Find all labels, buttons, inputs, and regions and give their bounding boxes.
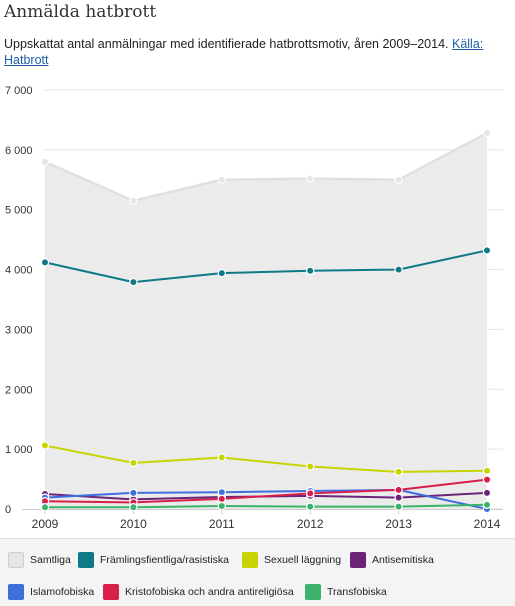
legend-item[interactable]: Främlingsfientliga/rasistiska bbox=[78, 551, 229, 569]
source-link[interactable]: Källa: Hatbrott bbox=[4, 37, 484, 67]
data-point-kristofobiska-och-andra-antireligiösa bbox=[217, 494, 226, 504]
data-point-transfobiska bbox=[217, 501, 226, 511]
y-tick-label: 1 000 bbox=[5, 444, 33, 456]
data-point-kristofobiska-och-andra-antireligiösa bbox=[482, 475, 492, 484]
series-line-kristofobiska-och-andra-antireligiösa bbox=[44, 478, 488, 504]
data-point-främlingsfientliga-rasistiska bbox=[129, 277, 138, 287]
legend-label: Samtliga bbox=[30, 554, 71, 566]
y-tick-label: 5 000 bbox=[5, 205, 33, 217]
data-point-transfobiska bbox=[306, 502, 315, 511]
data-point-kristofobiska-och-andra-antireligiösa bbox=[306, 489, 315, 498]
legend-swatch bbox=[78, 552, 94, 568]
legend-swatch bbox=[8, 584, 24, 600]
legend-swatch bbox=[305, 584, 321, 600]
x-tick-label: 2011 bbox=[209, 517, 235, 531]
legend-label: Sexuell läggning bbox=[264, 554, 342, 566]
y-tick-label: 7 000 bbox=[5, 85, 33, 97]
x-tick-label: 2014 bbox=[474, 517, 501, 531]
series-line-samtliga bbox=[44, 131, 488, 203]
x-tick-label: 2010 bbox=[120, 517, 147, 531]
legend-label: Kristofobiska och andra antireligiösa bbox=[125, 586, 294, 598]
legend-swatch bbox=[350, 552, 366, 568]
legend-item[interactable]: Transfobiska bbox=[305, 583, 387, 601]
data-point-sexuell-läggning bbox=[217, 453, 226, 462]
data-point-transfobiska bbox=[40, 503, 50, 512]
data-point-islamofobiska bbox=[129, 488, 138, 498]
line-chart: 0 1 000 2 000 3 000 4 000 5 000 6 000 7 000 2009… bbox=[5, 85, 503, 531]
legend-item[interactable]: Islamofobiska bbox=[8, 583, 94, 601]
data-point-sexuell-läggning bbox=[394, 467, 403, 477]
chart-subtitle: Uppskattat antal anmälningar med identif… bbox=[4, 36, 509, 68]
data-point-sexuell-läggning bbox=[40, 441, 50, 450]
legend-swatch bbox=[103, 584, 119, 600]
legend-item[interactable]: Kristofobiska och andra antireligiösa bbox=[103, 583, 294, 601]
series-line-sexuell-läggning bbox=[44, 444, 488, 473]
x-tick-label: 2013 bbox=[385, 517, 412, 531]
legend-swatch bbox=[8, 552, 24, 568]
y-tick-label: 3 000 bbox=[5, 324, 33, 336]
series-line-främlingsfientliga-rasistiska bbox=[44, 249, 488, 284]
data-point-främlingsfientliga-rasistiska bbox=[40, 258, 50, 267]
legend-label: Islamofobiska bbox=[30, 586, 95, 598]
y-tick-label: 2 000 bbox=[5, 384, 33, 396]
data-point-sexuell-läggning bbox=[482, 466, 492, 475]
data-point-samtliga bbox=[306, 174, 315, 183]
legend-item[interactable]: Samtliga bbox=[8, 551, 71, 569]
series-area-samtliga bbox=[45, 133, 487, 509]
legend-item[interactable]: Antisemitiska bbox=[350, 551, 434, 569]
legend-label: Antisemitiska bbox=[372, 554, 434, 566]
subtitle-text: Uppskattat antal anmälningar med identif… bbox=[4, 37, 449, 51]
data-point-sexuell-läggning bbox=[306, 462, 315, 471]
series-line-islamofobiska bbox=[44, 488, 488, 510]
data-point-samtliga bbox=[394, 175, 403, 184]
y-tick-label: 6 000 bbox=[5, 145, 33, 157]
chart-legend: Samtliga Främlingsfientliga/rasistiska Sex… bbox=[0, 538, 515, 606]
series-line-transfobiska bbox=[45, 503, 488, 509]
data-point-främlingsfientliga-rasistiska bbox=[217, 268, 226, 278]
chart-title: Anmälda hatbrott bbox=[4, 2, 157, 22]
data-point-antisemitiska bbox=[394, 493, 403, 502]
data-point-transfobiska bbox=[482, 500, 492, 510]
data-point-samtliga bbox=[482, 128, 492, 138]
data-point-främlingsfientliga-rasistiska bbox=[482, 246, 492, 255]
data-point-transfobiska bbox=[394, 502, 403, 511]
y-tick-label: 0 bbox=[5, 504, 11, 516]
data-point-kristofobiska-och-andra-antireligiösa bbox=[394, 485, 403, 495]
data-point-främlingsfientliga-rasistiska bbox=[394, 265, 403, 274]
data-point-sexuell-läggning bbox=[129, 458, 138, 468]
data-point-samtliga bbox=[40, 157, 50, 167]
legend-swatch bbox=[242, 552, 258, 568]
legend-item[interactable]: Sexuell läggning bbox=[242, 551, 341, 569]
data-point-samtliga bbox=[129, 196, 138, 205]
data-point-antisemitiska bbox=[482, 488, 492, 498]
y-tick-label: 4 000 bbox=[5, 265, 33, 277]
legend-label: Transfobiska bbox=[327, 586, 387, 598]
x-tick-label: 2012 bbox=[297, 517, 324, 531]
data-point-transfobiska bbox=[129, 503, 138, 512]
legend-label: Främlingsfientliga/rasistiska bbox=[100, 554, 229, 566]
x-tick-label: 2009 bbox=[32, 517, 59, 531]
data-point-främlingsfientliga-rasistiska bbox=[306, 266, 315, 275]
data-point-samtliga bbox=[217, 175, 226, 184]
